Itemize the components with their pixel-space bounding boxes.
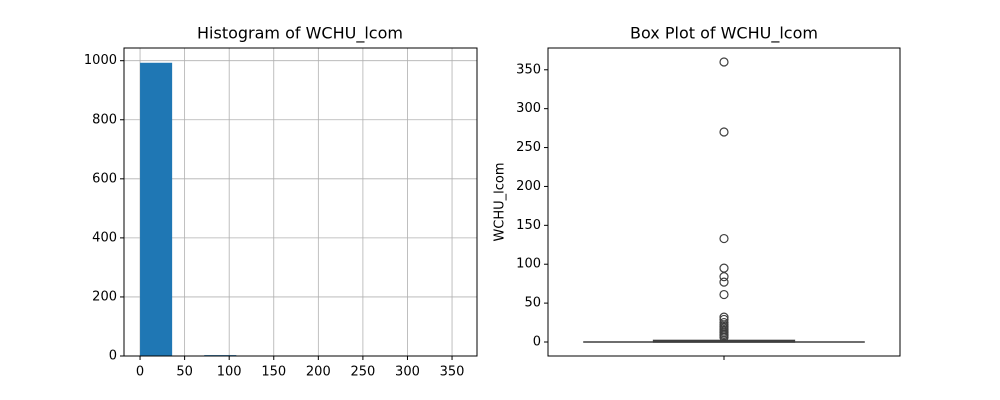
x-tick-label: 250 bbox=[350, 365, 375, 380]
y-tick-label: 0 bbox=[109, 349, 117, 364]
outlier bbox=[719, 272, 729, 282]
y-tick-label: 0 bbox=[533, 335, 541, 350]
y-tick-label: 1000 bbox=[84, 53, 117, 68]
x-tick-label: 100 bbox=[217, 365, 242, 380]
y-tick-label: 350 bbox=[516, 62, 541, 77]
chart-title: Box Plot of WCHU_lcom bbox=[630, 24, 818, 44]
y-tick-label: 50 bbox=[524, 296, 541, 311]
outlier bbox=[719, 127, 729, 137]
y-tick-label: 400 bbox=[92, 230, 117, 245]
x-tick-label: 350 bbox=[440, 365, 465, 380]
y-tick-label: 600 bbox=[92, 171, 117, 186]
y-tick-label: 150 bbox=[516, 218, 541, 233]
y-tick-label: 100 bbox=[516, 257, 541, 272]
chart-title: Histogram of WCHU_lcom bbox=[197, 24, 403, 44]
y-tick-label: 300 bbox=[516, 101, 541, 116]
bar bbox=[140, 62, 173, 356]
outlier bbox=[719, 289, 729, 300]
y-tick-label: 200 bbox=[92, 289, 117, 304]
outlier bbox=[719, 233, 729, 244]
axes-frame bbox=[547, 47, 901, 357]
axes-frame bbox=[123, 47, 478, 357]
y-axis-label: WCHU_lcom bbox=[493, 162, 508, 241]
outlier bbox=[719, 332, 729, 342]
x-tick-label: 0 bbox=[136, 365, 144, 380]
outlier bbox=[719, 277, 729, 287]
x-tick-label: 200 bbox=[306, 365, 331, 380]
y-tick-label: 800 bbox=[92, 112, 117, 127]
y-tick-label: 200 bbox=[516, 179, 541, 194]
outlier bbox=[719, 57, 729, 67]
y-tick-label: 250 bbox=[516, 140, 541, 155]
x-tick-label: 150 bbox=[261, 365, 286, 380]
outlier bbox=[719, 263, 729, 273]
x-tick-label: 300 bbox=[395, 365, 420, 380]
x-tick-label: 50 bbox=[176, 365, 193, 380]
